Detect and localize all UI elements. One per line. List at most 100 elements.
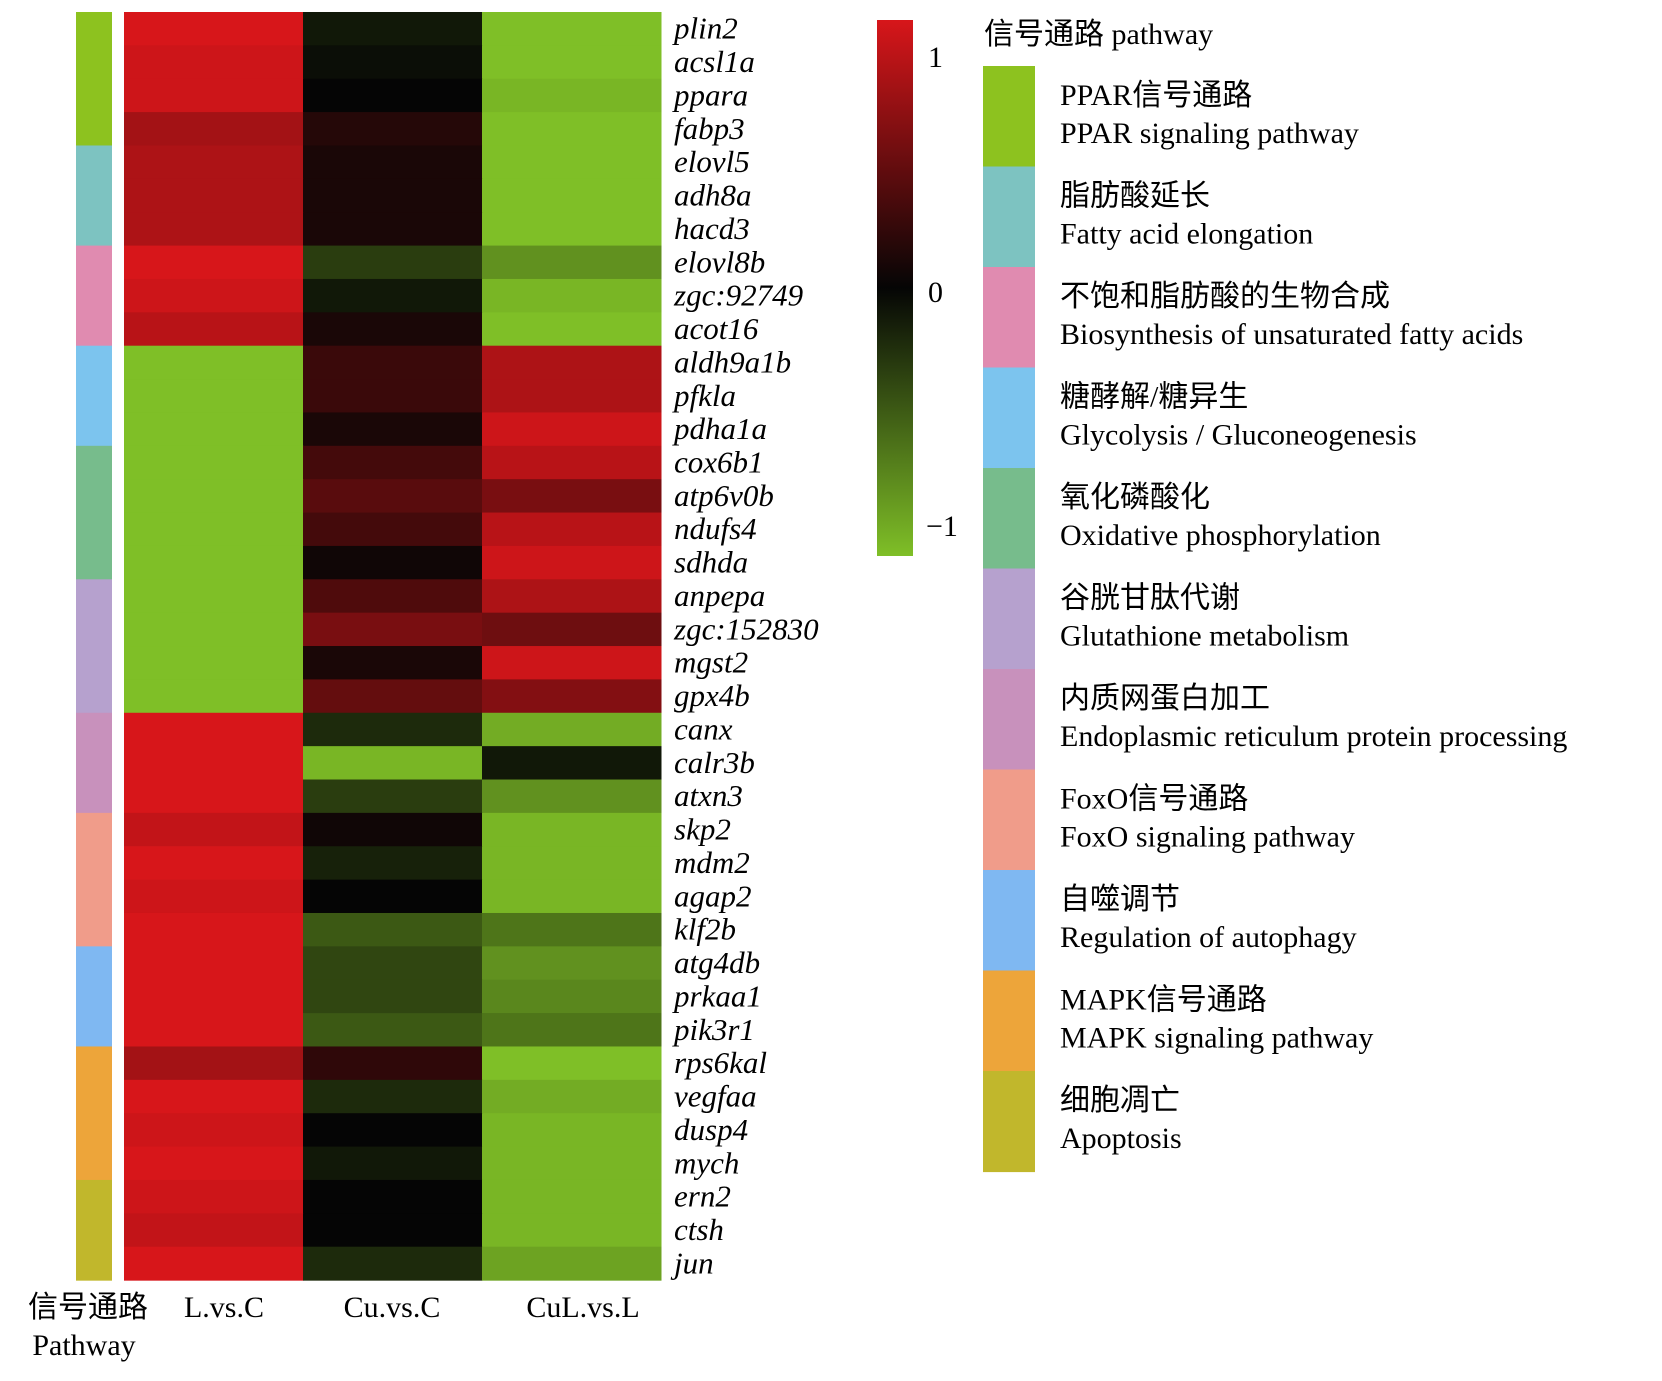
heatmap-cell [482,912,662,947]
heatmap-cell [482,1013,662,1048]
heatmap-cell [303,746,483,781]
heatmap-cell [303,679,483,714]
heatmap-cell [124,178,304,213]
gene-label: jun [670,1245,714,1280]
gene-label: atg4db [674,945,760,980]
heatmap-cell [303,1013,483,1048]
heatmap-cell [124,412,304,447]
pathway-axis-label-zh: 信号通路 [28,1291,148,1324]
pathway-strip-segment [76,712,112,814]
gene-label: plin2 [672,11,738,46]
heatmap-cell [482,1213,662,1248]
heatmap-cell [124,545,304,580]
legend-swatch [983,267,1035,369]
heatmap-cell [482,379,662,414]
heatmap-cell [124,278,304,313]
heatmap-cell [482,1046,662,1081]
heatmap-cell [303,1146,483,1181]
heatmap-cell [482,312,662,347]
heatmap-cell [303,479,483,514]
gene-label: ndufs4 [674,511,757,546]
heatmap-cell [303,946,483,981]
heatmap-cell [124,512,304,547]
gene-label: mdm2 [674,845,750,880]
gene-label: klf2b [674,912,736,947]
heatmap-cell [482,1113,662,1148]
gene-label: ppara [672,77,748,112]
heatmap-cell [482,512,662,547]
heatmap-cell [124,579,304,614]
pathway-strip-segment [76,345,112,447]
heatmap-cell [303,112,483,147]
legend-label-en: Regulation of autophagy [1060,921,1357,954]
heatmap-cell [124,379,304,414]
heatmap-cell [303,879,483,914]
heatmap-cell [303,1079,483,1114]
legend-swatch [983,970,1035,1072]
heatmap-cell [124,445,304,480]
gene-label: pik3r1 [672,1012,755,1047]
pathway-strip-segment [76,245,112,347]
gene-label: acot16 [674,311,759,346]
pathway-axis-label-en: Pathway [32,1329,135,1362]
legend-label-en: Endoplasmic reticulum protein processing [1060,720,1567,753]
gene-label: atp6v0b [674,478,774,513]
heatmap-cell [303,1246,483,1281]
gene-label: calr3b [674,745,755,780]
colorbar-tick-label: −1 [926,510,958,543]
heatmap-cell [303,245,483,280]
heatmap-cell [124,946,304,981]
heatmap-cell [482,1079,662,1114]
gene-label: prkaa1 [672,978,762,1013]
legend-label-zh: 谷胱甘肽代谢 [1060,582,1240,615]
gene-label: aldh9a1b [674,344,791,379]
gene-label: hacd3 [674,211,750,246]
legend-label-zh: 不饱和脂肪酸的生物合成 [1060,280,1390,313]
gene-label: dusp4 [674,1112,748,1147]
gene-label: skp2 [674,812,731,847]
heatmap-cell [303,345,483,380]
heatmap-cell [124,479,304,514]
pathway-strip-segment [76,946,112,1048]
heatmap-cell [482,879,662,914]
legend-swatch [983,367,1035,469]
gene-label: pdha1a [672,411,767,446]
heatmap-cell [124,746,304,781]
heatmap-cell [482,245,662,280]
gene-label: canx [674,711,733,746]
legend-label-zh: 自噬调节 [1060,883,1180,916]
heatmap-cell [482,979,662,1014]
legend-label-en: Fatty acid elongation [1060,218,1313,251]
gene-label: elovl8b [674,244,765,279]
gene-label: acsl1a [674,44,755,79]
heatmap-cell [303,45,483,80]
heatmap-cell [124,1113,304,1148]
legend-label-zh: 内质网蛋白加工 [1060,682,1270,715]
pathway-strip-segment [76,1046,112,1181]
heatmap-cell [482,278,662,313]
gene-label: ern2 [674,1179,731,1214]
heatmap-cell [124,1013,304,1048]
legend-title: 信号通路 pathway [984,18,1213,51]
heatmap-cell [124,1146,304,1181]
heatmap-cell [482,112,662,147]
gene-label: agap2 [674,878,752,913]
pathway-strip-segment [76,1179,112,1281]
legend-swatch [983,166,1035,268]
legend-swatch [983,66,1035,168]
heatmap-cell [303,1213,483,1248]
heatmap-cell [482,1146,662,1181]
legend-label-zh: MAPK信号通路 [1060,984,1267,1017]
heatmap-cell [124,45,304,80]
heatmap-cell [124,612,304,647]
pathway-strip-segment [76,12,112,147]
heatmap-cell [482,145,662,180]
heatmap-cell [124,646,304,680]
gene-label: mych [674,1145,739,1180]
pathway-legend: 信号通路 pathway PPAR信号通路 PPAR signaling pathw… [983,18,1567,1173]
legend-swatch [983,769,1035,871]
legend-label-en: Biosynthesis of unsaturated fatty acids [1060,318,1523,351]
pathway-strip-segment [76,145,112,247]
heatmap-cell [303,712,483,747]
heatmap-cell [124,812,304,847]
